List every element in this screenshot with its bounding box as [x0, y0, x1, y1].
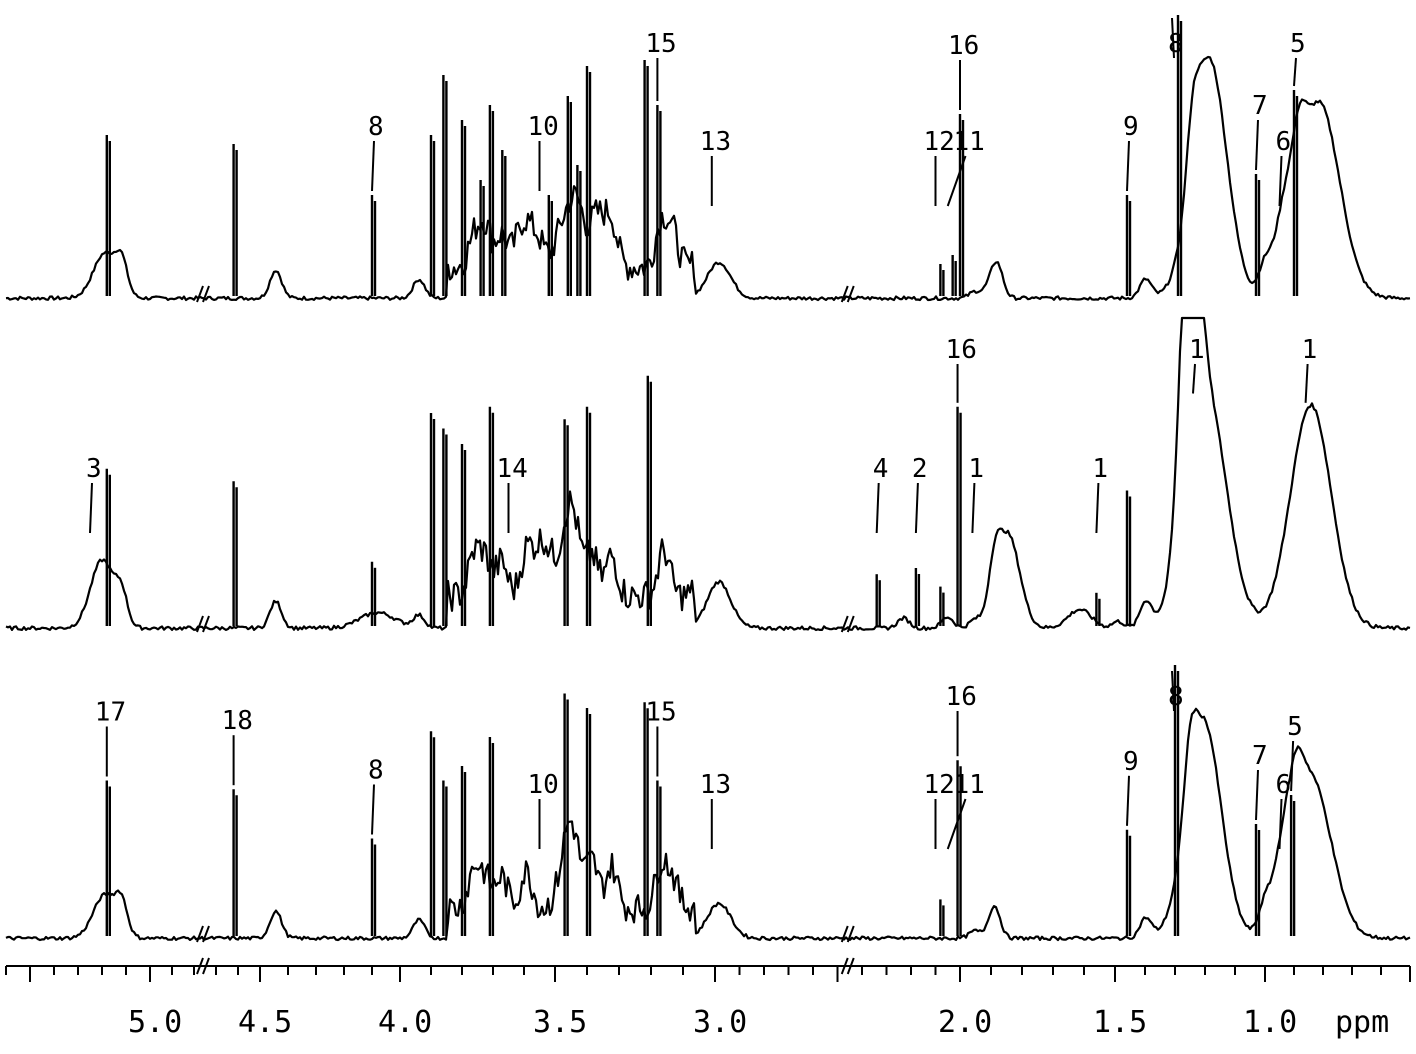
axis-break-mark [202, 615, 210, 633]
x-tick-label: 5.0 [128, 1005, 182, 1040]
peak-leader-line [1095, 482, 1100, 534]
peak-leader-line [971, 482, 976, 534]
axis-break-mark [846, 285, 855, 303]
peak-label: 8 [368, 112, 384, 142]
peak-leader-line [1255, 119, 1259, 171]
peak-label: 16 [946, 335, 977, 365]
peak-label: 12 [924, 770, 955, 800]
peak-leader-line [946, 798, 967, 850]
peak-label: 11 [954, 770, 985, 800]
peak-label: 5 [1287, 712, 1303, 742]
axis-break-mark [846, 957, 855, 975]
peak-leader-line [1192, 363, 1196, 394]
axis-break-mark [840, 285, 849, 303]
axis-break-mark [202, 285, 210, 303]
peak-label: 16 [948, 31, 979, 61]
x-tick-label: 4.5 [238, 1005, 292, 1040]
peak-label: 15 [645, 698, 676, 728]
peak-leader-line [1171, 17, 1175, 59]
peak-label: 18 [222, 706, 253, 736]
x-axis-label: ppm [1335, 1005, 1389, 1040]
x-tick-label: 1.0 [1243, 1005, 1297, 1040]
peak-label: 1 [1092, 454, 1108, 484]
peak-label: 16 [946, 682, 977, 712]
spectrum-trace-1 [5, 55, 1411, 302]
peak-leader-line [371, 140, 375, 192]
peak-label: 8 [368, 756, 384, 786]
peak-leader-line [875, 482, 880, 534]
peak-leader-line [1278, 155, 1283, 207]
peak-leader-line [1293, 57, 1297, 87]
x-tick-label: 1.5 [1093, 1005, 1147, 1040]
peak-label: 10 [528, 112, 559, 142]
peak-label: 13 [700, 127, 731, 157]
peak-label: 15 [645, 29, 676, 59]
peak-label: 12 [924, 127, 955, 157]
axis-break-mark [840, 957, 849, 975]
peak-leader-line [1304, 363, 1309, 403]
peak-label: 14 [497, 454, 528, 484]
peak-label: 1 [1189, 335, 1205, 365]
peak-leader-line [946, 155, 967, 207]
spectrum-traces [5, 55, 1411, 943]
peak-label: 9 [1123, 112, 1139, 142]
spectrum-peaks [105, 15, 1299, 936]
axis-break-mark [840, 925, 849, 943]
peak-label: 17 [95, 698, 126, 728]
peak-label: 9 [1123, 747, 1139, 777]
peak-label: 4 [873, 454, 889, 484]
peak-leader-line [1126, 775, 1130, 826]
axis-break-mark [196, 925, 204, 943]
axis-break-mark [202, 957, 210, 975]
peak-leader-line [1290, 740, 1295, 792]
x-tick-label: 3.0 [693, 1005, 747, 1040]
axis-break-mark [846, 925, 855, 943]
peak-leader-line [1278, 798, 1283, 850]
axis-break-mark [840, 615, 849, 633]
spectrum-trace-2 [5, 316, 1411, 632]
peak-label: 1 [1302, 335, 1318, 365]
peak-label: 6 [1276, 770, 1292, 800]
axis-break-mark [196, 615, 204, 633]
peak-label: 1 [968, 454, 984, 484]
peak-leader-line [1255, 769, 1259, 821]
peak-label: 7 [1252, 91, 1268, 121]
axis-break-mark [846, 615, 855, 633]
peak-leader-line [1126, 140, 1130, 192]
peak-label: 13 [700, 770, 731, 800]
peak-leader-line [371, 784, 375, 835]
x-tick-label: 3.5 [533, 1005, 587, 1040]
x-tick-label: 2.0 [938, 1005, 992, 1040]
peak-label: 7 [1252, 741, 1268, 771]
peak-label: 3 [86, 454, 102, 484]
axis-break-mark [202, 925, 210, 943]
peak-leader-line [1171, 670, 1175, 712]
axis-break-mark [196, 957, 204, 975]
axis-break-mark [196, 285, 204, 303]
peak-leader-line [89, 482, 93, 534]
x-axis: 5.0 4.5 4.0 3.5 3.0 2.0 1.5 1.0 [5, 957, 1411, 1040]
peak-label: 8 [1168, 29, 1184, 59]
spectrum-trace-3 [5, 707, 1411, 942]
peak-label: 8 [1168, 682, 1184, 712]
peak-leader-line [914, 482, 919, 534]
x-tick-label: 4.0 [378, 1005, 432, 1040]
peak-label: 11 [954, 127, 985, 157]
peak-label: 5 [1290, 29, 1306, 59]
peak-label: 6 [1276, 127, 1292, 157]
peak-label: 10 [528, 770, 559, 800]
peak-label: 2 [912, 454, 928, 484]
